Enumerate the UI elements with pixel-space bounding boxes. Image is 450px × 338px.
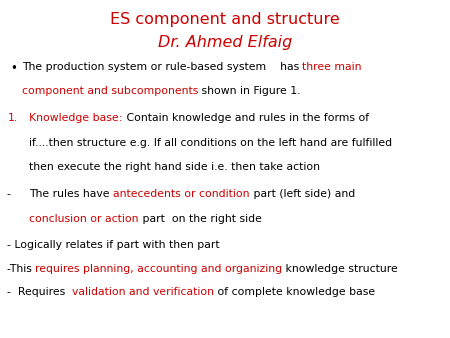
Text: requires planning, accounting and organizing: requires planning, accounting and organi… — [35, 264, 282, 273]
Text: Contain knowledge and rules in the forms of: Contain knowledge and rules in the forms… — [122, 113, 369, 123]
Text: antecedents or condition: antecedents or condition — [113, 189, 250, 199]
Text: The rules have: The rules have — [29, 189, 113, 199]
Text: 1.: 1. — [8, 113, 18, 123]
Text: part (left side) and: part (left side) and — [250, 189, 355, 199]
Text: -  Requires: - Requires — [7, 287, 72, 297]
Text: Dr. Ahmed Elfaig: Dr. Ahmed Elfaig — [158, 35, 292, 50]
Text: component and subcomponents: component and subcomponents — [22, 86, 198, 96]
Text: •: • — [10, 62, 17, 74]
Text: -: - — [7, 189, 11, 199]
Text: - Logically relates if part with then part: - Logically relates if part with then pa… — [7, 240, 220, 250]
Text: -This: -This — [7, 264, 35, 273]
Text: then execute the right hand side i.e. then take action: then execute the right hand side i.e. th… — [29, 162, 320, 172]
Text: part  on the right side: part on the right side — [139, 214, 261, 223]
Text: three main: three main — [302, 62, 362, 72]
Text: validation and verification: validation and verification — [72, 287, 214, 297]
Text: Knowledge base:: Knowledge base: — [29, 113, 122, 123]
Text: ES component and structure: ES component and structure — [110, 12, 340, 27]
Text: conclusion or action: conclusion or action — [29, 214, 139, 223]
Text: shown in Figure 1.: shown in Figure 1. — [198, 86, 301, 96]
Text: if....then structure e.g. If all conditions on the left hand are fulfilled: if....then structure e.g. If all conditi… — [29, 138, 392, 147]
Text: knowledge structure: knowledge structure — [282, 264, 398, 273]
Text: of complete knowledge base: of complete knowledge base — [214, 287, 375, 297]
Text: The production system or rule-based system    has: The production system or rule-based syst… — [22, 62, 302, 72]
